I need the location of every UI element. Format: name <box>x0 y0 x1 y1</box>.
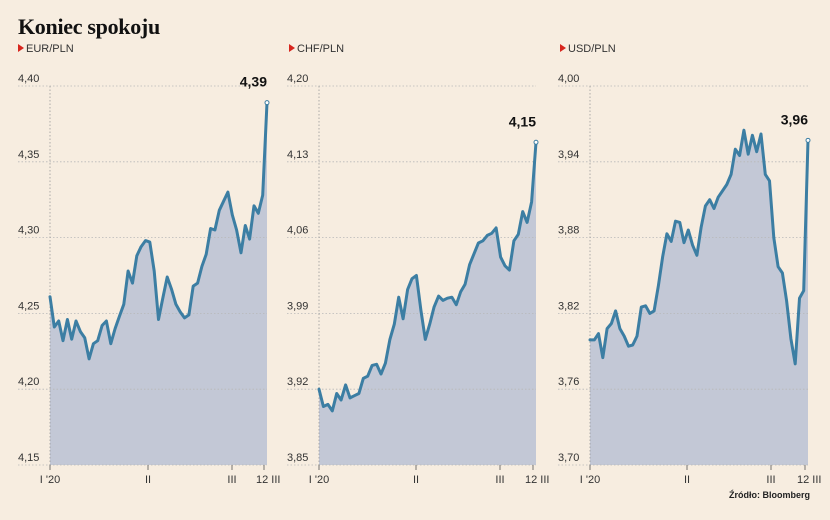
y-tick-label: 4,40 <box>18 73 39 85</box>
y-tick-label: 3,85 <box>287 452 308 464</box>
y-tick-label: 4,00 <box>558 73 579 85</box>
y-tick-label: 3,88 <box>558 225 579 237</box>
area-fill <box>319 142 536 466</box>
area-fill <box>590 130 808 465</box>
y-tick-label: 3,92 <box>287 376 308 388</box>
end-point <box>805 137 811 143</box>
x-tick-label: 12 III <box>525 474 549 486</box>
x-tick-label: II <box>684 474 690 486</box>
y-tick-label: 4,20 <box>18 376 39 388</box>
end-point <box>533 139 539 145</box>
x-tick-label: I '20 <box>40 474 60 486</box>
series-marker-icon <box>289 44 295 52</box>
y-tick-label: 3,99 <box>287 300 308 312</box>
y-tick-label: 4,25 <box>18 300 39 312</box>
x-tick-label: III <box>227 474 236 486</box>
end-point <box>264 100 270 106</box>
x-tick-label: 12 III <box>797 474 821 486</box>
series-name: USD/PLN <box>568 43 616 55</box>
series-name: CHF/PLN <box>297 43 344 55</box>
y-tick-label: 4,13 <box>287 149 308 161</box>
series-marker-icon <box>18 44 24 52</box>
x-tick-label: II <box>413 474 419 486</box>
area-fill <box>50 102 267 465</box>
y-tick-label: 4,35 <box>18 149 39 161</box>
end-value-label: 3,96 <box>781 111 808 127</box>
x-tick-label: I '20 <box>580 474 600 486</box>
y-tick-label: 3,76 <box>558 376 579 388</box>
x-tick-label: III <box>766 474 775 486</box>
y-tick-label: 3,94 <box>558 149 579 161</box>
end-value-label: 4,39 <box>240 74 267 90</box>
y-tick-label: 3,82 <box>558 300 579 312</box>
y-tick-label: 4,15 <box>18 452 39 464</box>
x-tick-label: 12 III <box>256 474 280 486</box>
x-tick-label: I '20 <box>309 474 329 486</box>
y-tick-label: 4,20 <box>287 73 308 85</box>
end-value-label: 4,15 <box>509 113 536 129</box>
source-note: Źródło: Bloomberg <box>729 490 810 500</box>
page-title: Koniec spokoju <box>18 14 160 39</box>
series-line <box>317 140 538 413</box>
series-marker-icon <box>560 44 566 52</box>
x-tick-label: III <box>495 474 504 486</box>
series-line <box>48 101 269 361</box>
y-tick-label: 3,70 <box>558 452 579 464</box>
x-tick-label: II <box>145 474 151 486</box>
series-name: EUR/PLN <box>26 43 74 55</box>
series-line <box>588 128 810 366</box>
y-tick-label: 4,06 <box>287 225 308 237</box>
y-tick-label: 4,30 <box>18 225 39 237</box>
